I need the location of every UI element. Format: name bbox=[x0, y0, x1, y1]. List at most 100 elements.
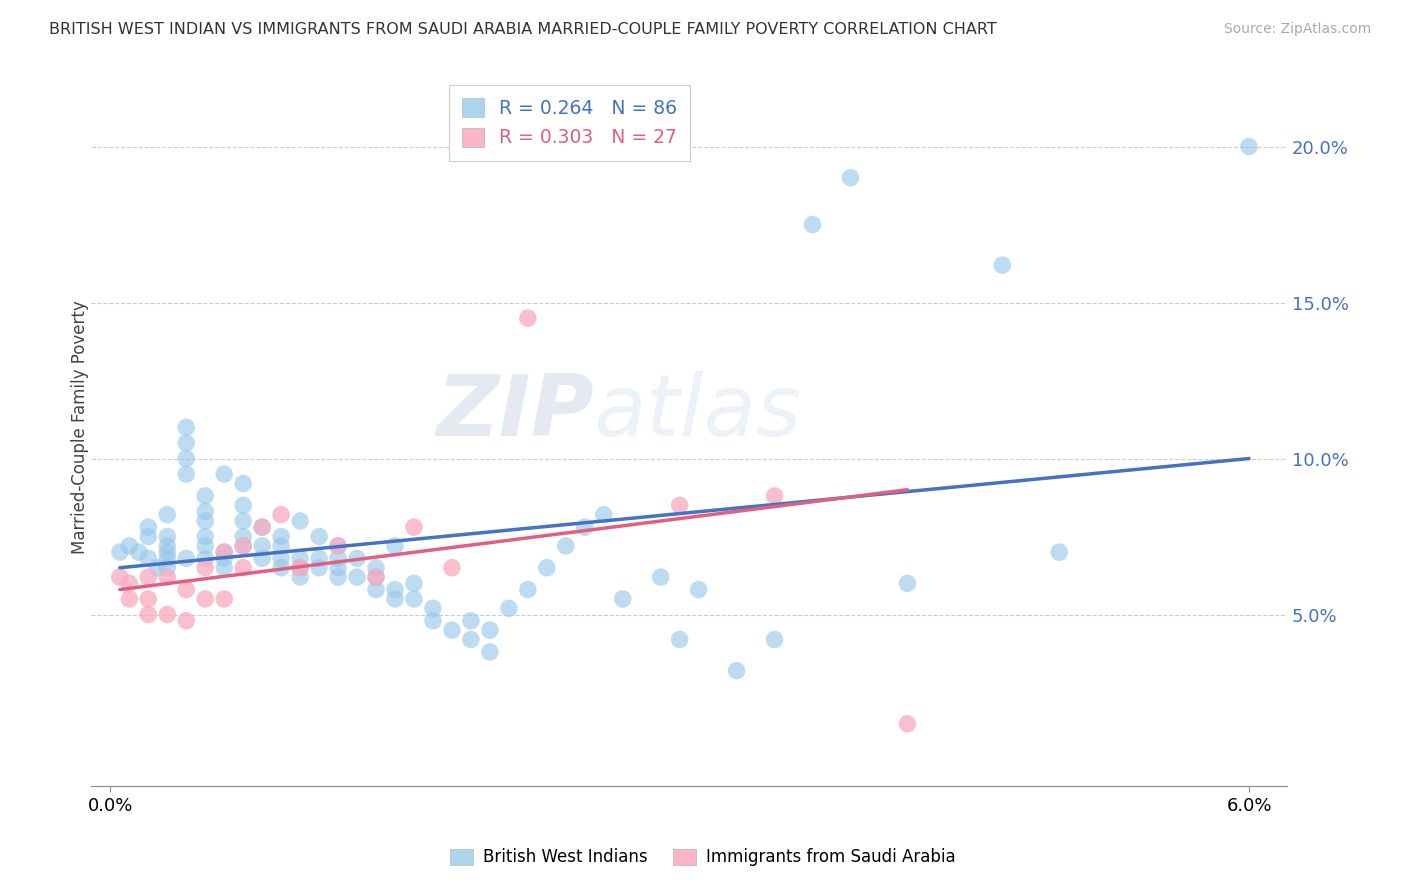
Point bbox=[250, 520, 273, 534]
Point bbox=[212, 545, 235, 559]
Point bbox=[554, 539, 576, 553]
Y-axis label: Married-Couple Family Poverty: Married-Couple Family Poverty bbox=[72, 301, 89, 554]
Point bbox=[1237, 139, 1260, 153]
Point bbox=[516, 582, 538, 597]
Point bbox=[364, 570, 387, 584]
Point bbox=[232, 539, 254, 553]
Point bbox=[136, 591, 159, 606]
Point bbox=[194, 489, 217, 503]
Point bbox=[896, 716, 918, 731]
Point bbox=[136, 570, 159, 584]
Point bbox=[194, 514, 217, 528]
Point bbox=[174, 551, 197, 566]
Text: BRITISH WEST INDIAN VS IMMIGRANTS FROM SAUDI ARABIA MARRIED-COUPLE FAMILY POVERT: BRITISH WEST INDIAN VS IMMIGRANTS FROM S… bbox=[49, 22, 997, 37]
Point bbox=[250, 539, 273, 553]
Point bbox=[146, 560, 169, 574]
Point bbox=[763, 632, 786, 647]
Point bbox=[364, 582, 387, 597]
Point bbox=[839, 170, 862, 185]
Point bbox=[136, 607, 159, 622]
Text: Source: ZipAtlas.com: Source: ZipAtlas.com bbox=[1223, 22, 1371, 37]
Point bbox=[498, 601, 520, 615]
Point bbox=[384, 582, 406, 597]
Legend: British West Indians, Immigrants from Saudi Arabia: British West Indians, Immigrants from Sa… bbox=[443, 842, 963, 873]
Point bbox=[308, 560, 330, 574]
Point bbox=[108, 545, 131, 559]
Point bbox=[136, 551, 159, 566]
Point bbox=[668, 632, 690, 647]
Point bbox=[326, 551, 349, 566]
Point bbox=[250, 551, 273, 566]
Text: atlas: atlas bbox=[593, 371, 801, 455]
Point bbox=[156, 570, 179, 584]
Point bbox=[516, 311, 538, 326]
Point bbox=[592, 508, 614, 522]
Point bbox=[194, 591, 217, 606]
Point bbox=[118, 539, 141, 553]
Point bbox=[288, 551, 311, 566]
Point bbox=[194, 505, 217, 519]
Point bbox=[801, 218, 824, 232]
Point bbox=[212, 545, 235, 559]
Point bbox=[212, 551, 235, 566]
Point bbox=[364, 560, 387, 574]
Point bbox=[128, 545, 150, 559]
Point bbox=[288, 560, 311, 574]
Point bbox=[194, 560, 217, 574]
Point bbox=[346, 570, 368, 584]
Point bbox=[156, 539, 179, 553]
Point bbox=[688, 582, 710, 597]
Point bbox=[460, 614, 482, 628]
Point bbox=[288, 570, 311, 584]
Point bbox=[270, 551, 292, 566]
Point bbox=[136, 529, 159, 543]
Point bbox=[308, 529, 330, 543]
Point bbox=[174, 451, 197, 466]
Point bbox=[763, 489, 786, 503]
Point bbox=[270, 560, 292, 574]
Point bbox=[326, 560, 349, 574]
Point bbox=[232, 539, 254, 553]
Point bbox=[250, 520, 273, 534]
Point bbox=[650, 570, 672, 584]
Point bbox=[174, 614, 197, 628]
Point bbox=[1047, 545, 1070, 559]
Point bbox=[402, 520, 425, 534]
Point bbox=[156, 529, 179, 543]
Point bbox=[156, 551, 179, 566]
Point bbox=[991, 258, 1014, 272]
Point bbox=[440, 560, 463, 574]
Point bbox=[232, 476, 254, 491]
Legend: R = 0.264   N = 86, R = 0.303   N = 27: R = 0.264 N = 86, R = 0.303 N = 27 bbox=[449, 85, 690, 161]
Point bbox=[308, 551, 330, 566]
Point bbox=[440, 623, 463, 637]
Point bbox=[156, 607, 179, 622]
Point bbox=[232, 514, 254, 528]
Point bbox=[232, 499, 254, 513]
Point bbox=[478, 645, 501, 659]
Point bbox=[288, 514, 311, 528]
Point bbox=[326, 570, 349, 584]
Point bbox=[536, 560, 558, 574]
Point bbox=[156, 560, 179, 574]
Point bbox=[232, 529, 254, 543]
Point bbox=[232, 560, 254, 574]
Point bbox=[156, 508, 179, 522]
Point bbox=[422, 614, 444, 628]
Point bbox=[725, 664, 748, 678]
Point bbox=[326, 539, 349, 553]
Point bbox=[108, 570, 131, 584]
Point bbox=[364, 570, 387, 584]
Point bbox=[384, 591, 406, 606]
Point bbox=[422, 601, 444, 615]
Point bbox=[118, 576, 141, 591]
Point bbox=[118, 591, 141, 606]
Point bbox=[574, 520, 596, 534]
Point bbox=[212, 591, 235, 606]
Point bbox=[478, 623, 501, 637]
Point bbox=[346, 551, 368, 566]
Point bbox=[402, 576, 425, 591]
Point bbox=[174, 436, 197, 450]
Point bbox=[384, 539, 406, 553]
Point bbox=[326, 539, 349, 553]
